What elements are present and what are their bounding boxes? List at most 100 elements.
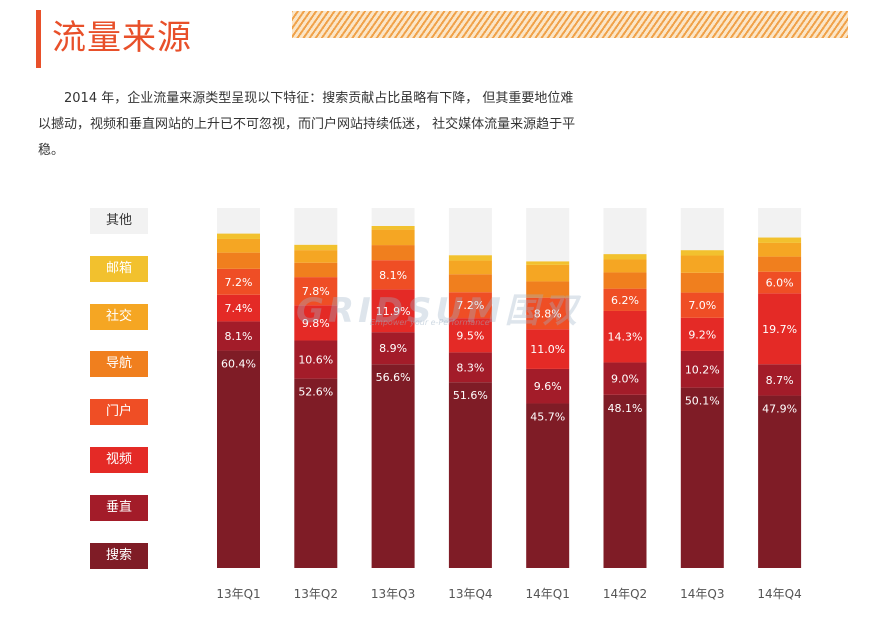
bar-segment-0-4 bbox=[217, 252, 260, 269]
x-tick-label-2: 13年Q3 bbox=[371, 587, 415, 601]
bar-segment-6-0 bbox=[680, 387, 724, 568]
data-label-7-1: 8.7% bbox=[766, 374, 794, 387]
bar-segment-0-6 bbox=[217, 233, 260, 239]
data-label-2-1: 8.9% bbox=[379, 342, 407, 355]
legend-item-6: 垂直 bbox=[90, 494, 148, 521]
data-label-6-3: 7.0% bbox=[688, 299, 716, 312]
bar-segment-4-2 bbox=[526, 329, 570, 369]
bar-segment-6-4 bbox=[680, 272, 724, 293]
bar-segment-3-2 bbox=[448, 318, 492, 353]
bar-segment-5-5 bbox=[603, 259, 647, 273]
data-label-3-1: 8.3% bbox=[456, 361, 484, 374]
bar-segment-6-6 bbox=[680, 250, 724, 256]
bar-segment-1-1 bbox=[294, 340, 338, 379]
bar-segment-3-7 bbox=[448, 208, 492, 256]
data-label-7-0: 47.9% bbox=[762, 403, 797, 416]
data-label-3-3: 7.2% bbox=[456, 299, 484, 312]
bar-segment-6-7 bbox=[680, 208, 724, 251]
data-label-4-2: 11.0% bbox=[530, 343, 565, 356]
bar-segment-1-5 bbox=[294, 250, 338, 263]
bar-segment-2-0 bbox=[371, 364, 415, 568]
bar-segment-1-3 bbox=[294, 277, 338, 306]
x-tick-label-6: 14年Q3 bbox=[680, 587, 724, 601]
legend-item-1: 邮箱 bbox=[90, 255, 148, 282]
bar-segment-1-0 bbox=[294, 378, 338, 568]
bar-segment-4-1 bbox=[526, 368, 570, 404]
bar-segment-7-2 bbox=[758, 293, 802, 365]
title-accent-bar bbox=[36, 10, 41, 68]
data-label-7-2: 19.7% bbox=[762, 323, 797, 336]
data-label-5-3: 6.2% bbox=[611, 294, 639, 307]
bar-segment-0-2 bbox=[217, 294, 260, 322]
bar-segment-1-7 bbox=[294, 208, 338, 245]
legend-item-0: 其他 bbox=[90, 208, 148, 234]
bar-segment-5-4 bbox=[603, 272, 647, 289]
legend-item-5: 视频 bbox=[90, 447, 148, 473]
bar-segment-3-1 bbox=[448, 352, 492, 383]
x-tick-label-4: 14年Q1 bbox=[526, 587, 570, 601]
bar-segment-2-2 bbox=[371, 289, 415, 333]
bar-segment-6-2 bbox=[680, 317, 724, 351]
bar-segment-1-2 bbox=[294, 305, 338, 341]
page-title: 流量来源 bbox=[52, 18, 192, 58]
bar-segment-5-0 bbox=[603, 394, 647, 568]
data-label-3-2: 9.5% bbox=[456, 329, 484, 342]
bar-segment-3-5 bbox=[448, 260, 492, 275]
legend-item-7: 搜索 bbox=[90, 542, 148, 569]
bar-segment-4-6 bbox=[526, 261, 570, 265]
bar-segment-7-1 bbox=[758, 364, 802, 396]
bar-segment-1-4 bbox=[294, 262, 338, 278]
bar-segment-7-4 bbox=[758, 256, 802, 272]
bar-segment-7-6 bbox=[758, 237, 802, 243]
intro-paragraph: 2014 年，企业流量来源类型呈现以下特征：搜索贡献占比虽略有下降， 但其重要地… bbox=[38, 91, 576, 158]
x-tick-label-7: 14年Q4 bbox=[757, 587, 801, 601]
bar-segment-0-5 bbox=[217, 238, 260, 253]
data-label-5-1: 9.0% bbox=[611, 373, 639, 386]
data-label-1-3: 7.8% bbox=[302, 285, 330, 298]
legend-item-2: 社交 bbox=[90, 303, 148, 330]
bar-segment-5-2 bbox=[603, 310, 647, 363]
legend-item-3: 导航 bbox=[90, 351, 148, 378]
bar-segment-2-7 bbox=[371, 208, 415, 226]
bar-segment-3-3 bbox=[448, 292, 492, 319]
bar-segment-5-1 bbox=[603, 362, 647, 395]
bar-segment-4-3 bbox=[526, 297, 570, 330]
bar-segment-7-5 bbox=[758, 242, 802, 257]
bar-segment-2-5 bbox=[371, 229, 415, 246]
bar-segment-0-7 bbox=[217, 208, 260, 234]
bar-segment-4-0 bbox=[526, 403, 570, 568]
x-tick-label-1: 13年Q2 bbox=[294, 587, 338, 601]
bar-segment-3-0 bbox=[448, 382, 492, 568]
bar-segment-4-5 bbox=[526, 264, 570, 282]
data-label-6-1: 10.2% bbox=[685, 363, 720, 376]
decorative-hatch-banner bbox=[292, 11, 848, 38]
bar-segment-1-6 bbox=[294, 244, 338, 251]
bar-segment-7-7 bbox=[758, 208, 802, 238]
bar-segment-3-4 bbox=[448, 274, 492, 293]
bar-segment-0-3 bbox=[217, 268, 260, 295]
bar-segment-7-0 bbox=[758, 395, 802, 568]
data-label-1-1: 10.6% bbox=[298, 354, 333, 367]
data-label-0-1: 8.1% bbox=[225, 330, 253, 343]
data-label-1-0: 52.6% bbox=[298, 386, 333, 399]
data-label-2-2: 11.9% bbox=[376, 305, 411, 318]
bar-segment-2-1 bbox=[371, 332, 415, 365]
data-label-4-0: 45.7% bbox=[530, 410, 565, 423]
data-label-3-0: 51.6% bbox=[453, 389, 488, 402]
data-label-2-0: 56.6% bbox=[376, 371, 411, 384]
data-label-6-0: 50.1% bbox=[685, 395, 720, 408]
bar-segment-6-1 bbox=[680, 350, 724, 388]
bar-segment-0-0 bbox=[217, 350, 260, 568]
bar-segment-6-3 bbox=[680, 292, 724, 318]
data-label-1-2: 9.8% bbox=[302, 317, 330, 330]
data-label-0-0: 60.4% bbox=[221, 358, 256, 371]
data-label-4-1: 9.6% bbox=[534, 380, 562, 393]
bar-segment-4-4 bbox=[526, 281, 570, 298]
bar-segment-7-3 bbox=[758, 271, 802, 294]
data-label-4-3: 8.8% bbox=[534, 307, 562, 320]
bar-segment-5-7 bbox=[603, 208, 647, 255]
data-label-0-2: 7.4% bbox=[225, 302, 253, 315]
bar-segment-4-7 bbox=[526, 208, 570, 262]
data-label-5-2: 14.3% bbox=[608, 331, 643, 344]
data-label-2-3: 8.1% bbox=[379, 269, 407, 282]
